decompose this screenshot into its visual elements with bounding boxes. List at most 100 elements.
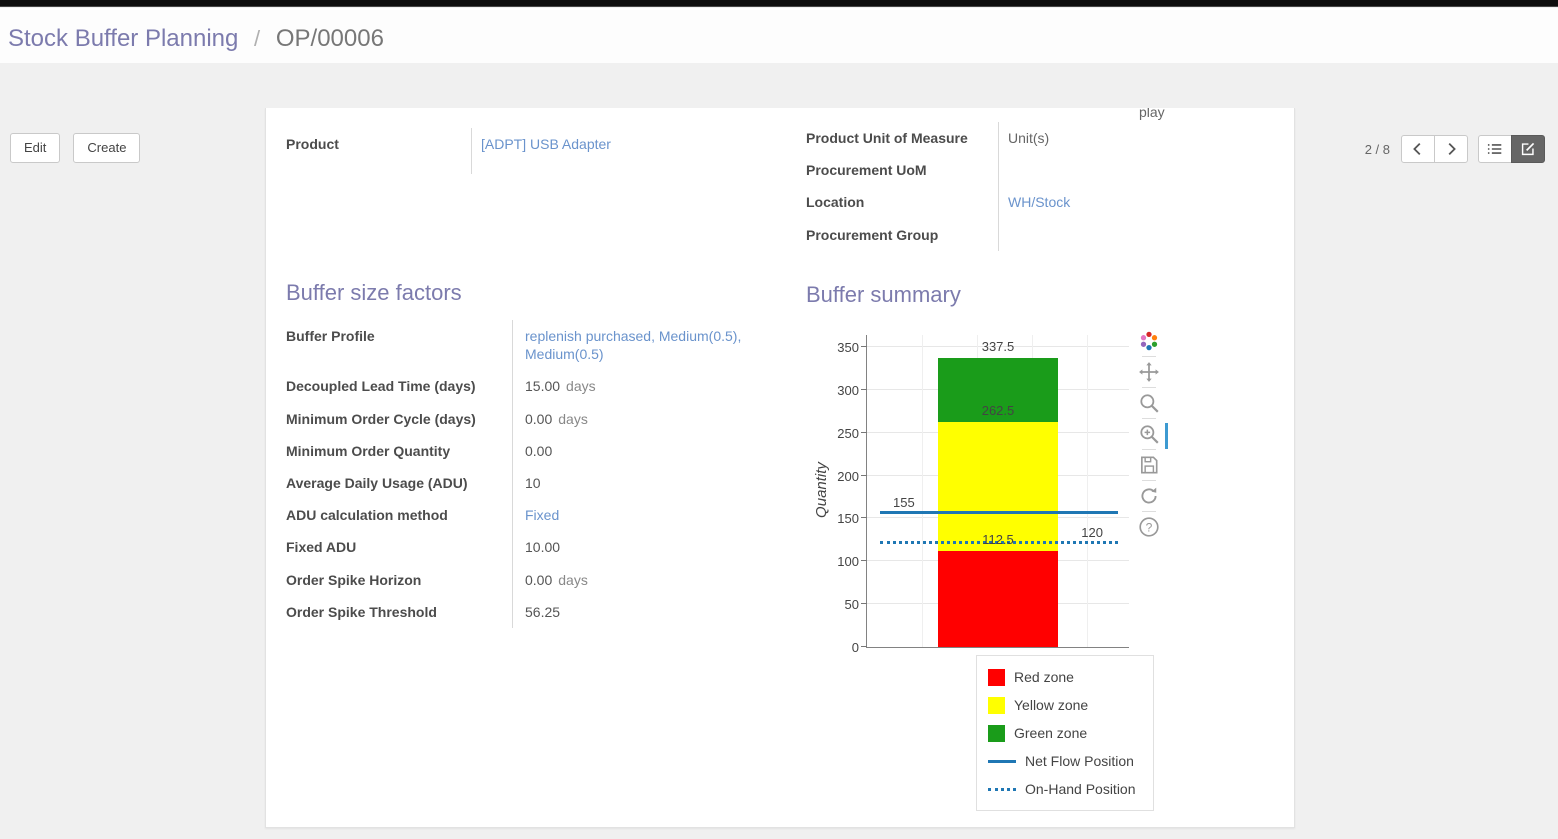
field-label-product: Product <box>286 136 339 152</box>
product-link[interactable]: [ADPT] USB Adapter <box>481 136 611 152</box>
adu-calculation-method-link[interactable]: Fixed <box>525 507 560 524</box>
legend-label: Yellow zone <box>1014 697 1089 713</box>
field-label-order-spike-horizon: Order Spike Horizon <box>286 571 422 588</box>
header: Stock Buffer Planning / OP/00006 <box>0 8 1558 63</box>
field-label-product-uom: Product Unit of Measure <box>806 130 968 146</box>
legend-item-net-flow-position[interactable]: Net Flow Position <box>988 747 1153 775</box>
modebar-divider <box>1142 387 1156 388</box>
pager-previous-button[interactable] <box>1401 135 1435 163</box>
chart-annotation-120: 120 <box>1081 525 1103 541</box>
modebar-divider <box>1142 356 1156 357</box>
field-label-buffer-profile: Buffer Profile <box>286 328 375 344</box>
create-button[interactable]: Create <box>73 133 141 164</box>
location-link[interactable]: WH/Stock <box>1008 194 1071 211</box>
modebar-divider <box>1142 480 1156 481</box>
legend-label: Green zone <box>1014 725 1088 741</box>
buffer-size-factors-table: Buffer Profile replenish purchased, Medi… <box>286 320 776 628</box>
field-label-adu-calculation-method: ADU calculation method <box>286 507 448 524</box>
field-label-procurement-uom: Procurement UoM <box>806 162 927 179</box>
form-sheet: play Product [ADPT] USB Adapter Product … <box>265 108 1295 828</box>
y-axis-tick <box>861 517 867 519</box>
chart-annotation-262-5: 262.5 <box>981 402 1015 418</box>
on-hand-position-line <box>880 541 1118 545</box>
y-axis-tick-label: 300 <box>837 382 859 398</box>
y-axis-tick <box>861 345 867 347</box>
buffer-zones-bar <box>938 335 1058 647</box>
form-view-button[interactable] <box>1511 135 1545 163</box>
reset-icon[interactable] <box>1138 485 1160 507</box>
field-value-minimum-order-cycle: 0.00 days <box>512 402 776 435</box>
y-axis-tick <box>861 646 867 647</box>
modebar-divider <box>1142 511 1156 512</box>
chart-annotation-155: 155 <box>893 495 915 511</box>
breadcrumb-separator: / <box>254 26 261 51</box>
pager-next-button[interactable] <box>1434 135 1468 163</box>
legend-label: Net Flow Position <box>1025 753 1134 769</box>
legend-item-green-zone[interactable]: Green zone <box>988 719 1153 747</box>
y-axis-tick <box>861 474 867 476</box>
buffer-summary-chart: Quantity 0 50 100 150 200 250 300 350 337.5 262.5… <box>807 318 1277 823</box>
field-label-average-daily-usage: Average Daily Usage (ADU) <box>286 474 468 491</box>
chevron-right-icon <box>1448 142 1456 156</box>
field-value-order-spike-threshold: 56.25 <box>512 595 776 628</box>
plotly-logo-icon[interactable] <box>1138 330 1160 352</box>
field-label-procurement-group: Procurement Group <box>806 226 939 243</box>
form-edit-icon <box>1521 142 1535 156</box>
y-axis-tick <box>861 431 867 433</box>
y-gridline <box>867 345 1129 347</box>
buffer-summary-title: Buffer summary <box>806 282 961 307</box>
legend-item-yellow-zone[interactable]: Yellow zone <box>988 691 1153 719</box>
field-label-minimum-order-cycle: Minimum Order Cycle (days) <box>286 410 476 427</box>
field-value-adu-calculation-method: Fixed <box>512 499 776 532</box>
legend-item-on-hand-position[interactable]: On-Hand Position <box>988 775 1153 803</box>
legend-item-red-zone[interactable]: Red zone <box>988 663 1153 691</box>
chart-annotation-112-5: 112.5 <box>982 531 1014 547</box>
field-label-decoupled-lead-time: Decoupled Lead Time (days) <box>286 378 476 395</box>
pager-counter: 2 / 8 <box>1364 141 1390 157</box>
green-zone-bar <box>938 357 1058 422</box>
field-value-location: WH/Stock <box>998 186 1288 219</box>
breadcrumb-parent-link[interactable]: Stock Buffer Planning <box>8 25 239 52</box>
chart-modebar: ? <box>1136 330 1168 538</box>
chart-plot-area: 0 50 100 150 200 250 300 350 337.5 262.5 155 112.5 1… <box>837 335 1129 655</box>
y-axis-tick-label: 200 <box>837 468 859 484</box>
zoom-icon[interactable] <box>1138 392 1160 414</box>
control-panel: Edit Create Action 2 / 8 <box>0 63 1558 164</box>
buffer-size-factors-title: Buffer size factors <box>286 280 462 305</box>
pager-and-views: 2 / 8 <box>1365 135 1555 163</box>
chevron-left-icon <box>1413 142 1421 156</box>
y-axis-tick-label: 0 <box>851 640 859 655</box>
legend-label: On-Hand Position <box>1025 781 1136 797</box>
clipped-text-fragment: play <box>1139 108 1165 120</box>
y-axis-tick <box>861 388 867 390</box>
list-icon <box>1487 144 1502 154</box>
breadcrumb-current: OP/00006 <box>275 25 384 52</box>
field-label-location: Location <box>806 194 865 211</box>
zoom-in-icon[interactable] <box>1138 423 1160 445</box>
field-value-fixed-adu: 10.00 <box>512 531 776 564</box>
buffer-profile-link[interactable]: replenish purchased, Medium(0.5), Medium… <box>525 328 742 363</box>
field-value-minimum-order-quantity: 0.00 <box>512 434 776 467</box>
save-icon[interactable] <box>1138 454 1160 476</box>
field-value-order-spike-horizon: 0.00 days <box>512 563 776 596</box>
field-value-product-uom: Unit(s) <box>998 122 1288 155</box>
net-flow-line-swatch <box>988 759 1016 763</box>
y-axis-tick <box>861 560 867 562</box>
help-icon[interactable]: ? <box>1138 516 1160 538</box>
field-group-left: Product [ADPT] USB Adapter <box>286 128 786 174</box>
field-value-product: [ADPT] USB Adapter <box>471 128 786 174</box>
net-flow-position-line <box>880 511 1118 515</box>
field-label-minimum-order-quantity: Minimum Order Quantity <box>286 442 451 459</box>
field-value-average-daily-usage: 10 <box>512 466 776 500</box>
edit-button[interactable]: Edit <box>10 133 61 164</box>
breadcrumb: Stock Buffer Planning / OP/00006 <box>8 25 384 53</box>
y-axis-tick-label: 150 <box>837 511 859 527</box>
top-nav-bar <box>0 0 1558 7</box>
field-label-fixed-adu: Fixed ADU <box>286 539 357 556</box>
list-view-button[interactable] <box>1478 135 1512 163</box>
y-axis-tick-label: 100 <box>837 554 859 570</box>
view-switcher <box>1478 135 1545 163</box>
x-gridline <box>1087 335 1088 647</box>
pan-icon[interactable] <box>1138 361 1160 383</box>
yellow-zone-bar <box>938 421 1058 551</box>
